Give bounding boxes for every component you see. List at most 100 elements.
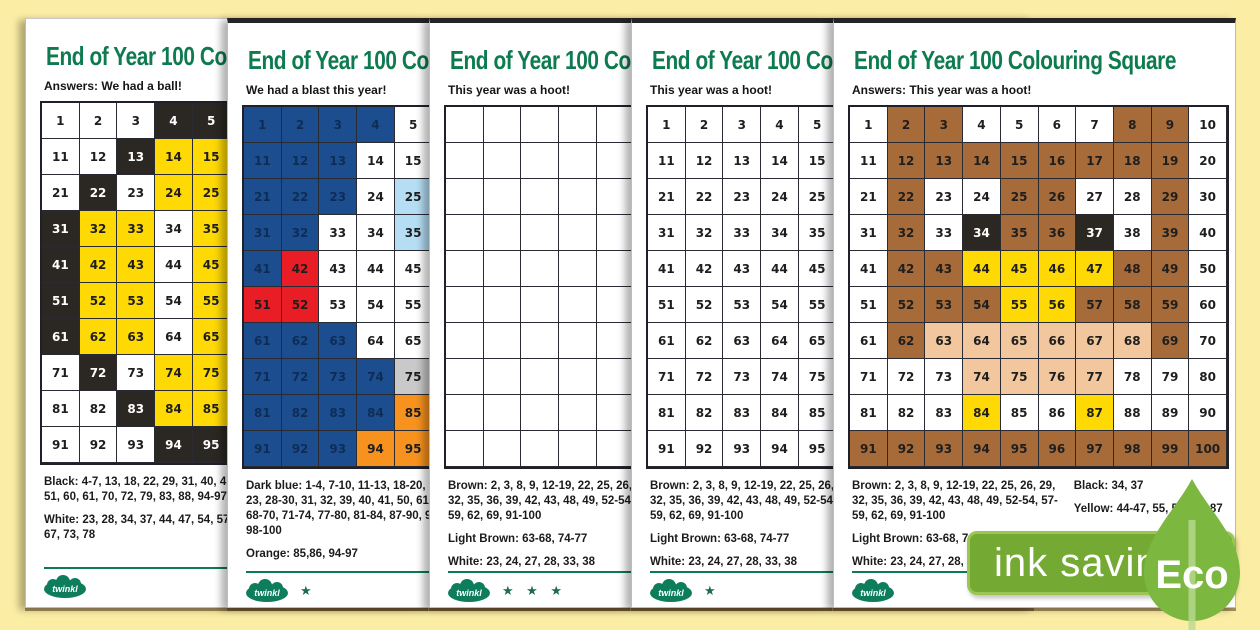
grid-cell-white: 15 — [394, 143, 433, 179]
grid-cell-yellow: 87 — [1076, 395, 1114, 431]
grid-cell-dark-blue: 22 — [281, 179, 320, 215]
grid-cell-light-brown: 75 — [1000, 359, 1039, 395]
grid-cell-white: 89 — [1151, 395, 1190, 431]
grid-cell-white — [483, 287, 522, 323]
colour-instruction-line: Light Brown: 63-68, 74-77 — [650, 533, 790, 545]
grid-cell-yellow: 32 — [79, 211, 118, 247]
grid-cell-white: 21 — [648, 179, 686, 215]
grid-cell-white: 1 — [850, 107, 888, 143]
grid-cell-white — [521, 107, 560, 143]
grid-cell-brown: 96 — [1038, 431, 1077, 467]
page-subtitle: Answers: This year was a hoot! — [852, 83, 1032, 97]
grid-cell-brown: 3 — [925, 107, 964, 143]
grid-cell-brown: 22 — [887, 179, 926, 215]
grid-cell-yellow: 47 — [1076, 251, 1114, 287]
grid-cell-white: 1 — [42, 103, 80, 139]
grid-cell-white: 6 — [1038, 107, 1077, 143]
grid-cell-white: 20 — [1189, 143, 1227, 179]
grid-cell-brown: 14 — [963, 143, 1001, 179]
grid-cell-white: 23 — [117, 175, 156, 211]
svg-text:twinkl: twinkl — [456, 588, 482, 598]
grid-cell-white: 62 — [685, 323, 724, 359]
grid-cell-white: 13 — [723, 143, 762, 179]
grid-cell-white — [559, 215, 597, 251]
grid-cell-white: 72 — [887, 359, 926, 395]
grid-cell-white: 4 — [761, 107, 799, 143]
grid-cell-white — [483, 359, 522, 395]
grid-cell-white: 55 — [798, 287, 837, 323]
grid-cell-white — [446, 431, 484, 467]
grid-cell-white: 84 — [761, 395, 799, 431]
grid-cell-white: 90 — [1189, 395, 1227, 431]
colour-instruction-line: Light Brown: 63-68, 74-77 — [448, 533, 588, 545]
grid-cell-brown: 62 — [887, 323, 926, 359]
grid-cell-dark-blue: 81 — [244, 395, 282, 431]
grid-cell-white: 64 — [357, 323, 395, 359]
grid-cell-brown: 53 — [925, 287, 964, 323]
grid-cell-white: 60 — [1189, 287, 1227, 323]
grid-cell-white: 71 — [648, 359, 686, 395]
svg-text:twinkl: twinkl — [254, 588, 280, 598]
grid-cell-white — [521, 287, 560, 323]
grid-cell-dark-blue: 13 — [319, 143, 358, 179]
grid-cell-black: 37 — [1076, 215, 1114, 251]
grid-cell-yellow: 75 — [192, 355, 231, 391]
grid-cell-white — [596, 287, 635, 323]
grid-cell-white: 53 — [723, 287, 762, 323]
grid-cell-white: 82 — [79, 391, 118, 427]
grid-cell-white: 74 — [761, 359, 799, 395]
grid-cell-dark-blue: 82 — [281, 395, 320, 431]
grid-cell-brown: 39 — [1151, 215, 1190, 251]
eco-label: Eco — [1155, 553, 1228, 597]
page-title: End of Year 100 Colouring Square — [854, 45, 1177, 75]
grid-cell-white: 44 — [357, 251, 395, 287]
grid-cell-white: 11 — [42, 139, 80, 175]
grid-cell-yellow: 53 — [117, 283, 156, 319]
grid-cell-dark-blue: 74 — [357, 359, 395, 395]
grid-cell-white: 93 — [723, 431, 762, 467]
grid-cell-brown: 9 — [1151, 107, 1190, 143]
grid-cell-white — [446, 215, 484, 251]
grid-cell-white — [446, 395, 484, 431]
grid-cell-dark-blue: 21 — [244, 179, 282, 215]
grid-cell-black: 31 — [42, 211, 80, 247]
grid-cell-white: 61 — [648, 323, 686, 359]
grid-cell-white — [446, 323, 484, 359]
grid-cell-brown: 69 — [1151, 323, 1190, 359]
grid-cell-white: 11 — [648, 143, 686, 179]
grid-cell-white: 15 — [798, 143, 837, 179]
grid-cell-grey: 75 — [394, 359, 433, 395]
grid-cell-white — [596, 359, 635, 395]
grid-cell-white: 42 — [685, 251, 724, 287]
grid-cell-white: 11 — [850, 143, 888, 179]
grid-cell-white: 1 — [648, 107, 686, 143]
grid-cell-dark-blue: 73 — [319, 359, 358, 395]
grid-cell-light-brown: 64 — [963, 323, 1001, 359]
grid-cell-white — [596, 251, 635, 287]
grid-cell-yellow: 74 — [155, 355, 193, 391]
grid-cell-white: 22 — [685, 179, 724, 215]
grid-cell-white: 41 — [850, 251, 888, 287]
grid-cell-white: 95 — [798, 431, 837, 467]
grid-cell-white — [521, 431, 560, 467]
grid-cell-white: 33 — [319, 215, 358, 251]
grid-cell-black: 22 — [79, 175, 118, 211]
grid-cell-dark-blue: 23 — [319, 179, 358, 215]
grid-cell-yellow: 24 — [155, 175, 193, 211]
grid-cell-yellow: 65 — [192, 319, 231, 355]
grid-cell-yellow: 84 — [963, 395, 1001, 431]
grid-cell-white — [559, 251, 597, 287]
grid-cell-brown: 48 — [1113, 251, 1152, 287]
grid-cell-white — [559, 395, 597, 431]
grid-cell-white — [483, 323, 522, 359]
grid-cell-white: 10 — [1189, 107, 1227, 143]
grid-cell-white: 81 — [648, 395, 686, 431]
grid-cell-white: 71 — [42, 355, 80, 391]
grid-cell-yellow: 85 — [192, 391, 231, 427]
colour-instruction-line: White: 23, 24, 27, 28, 33, 38 — [852, 556, 1000, 568]
grid-cell-brown: 94 — [963, 431, 1001, 467]
twinkl-logo: twinkl — [650, 579, 692, 602]
grid-cell-black: 83 — [117, 391, 156, 427]
grid-cell-white: 34 — [357, 215, 395, 251]
grid-cell-yellow: 42 — [79, 247, 118, 283]
